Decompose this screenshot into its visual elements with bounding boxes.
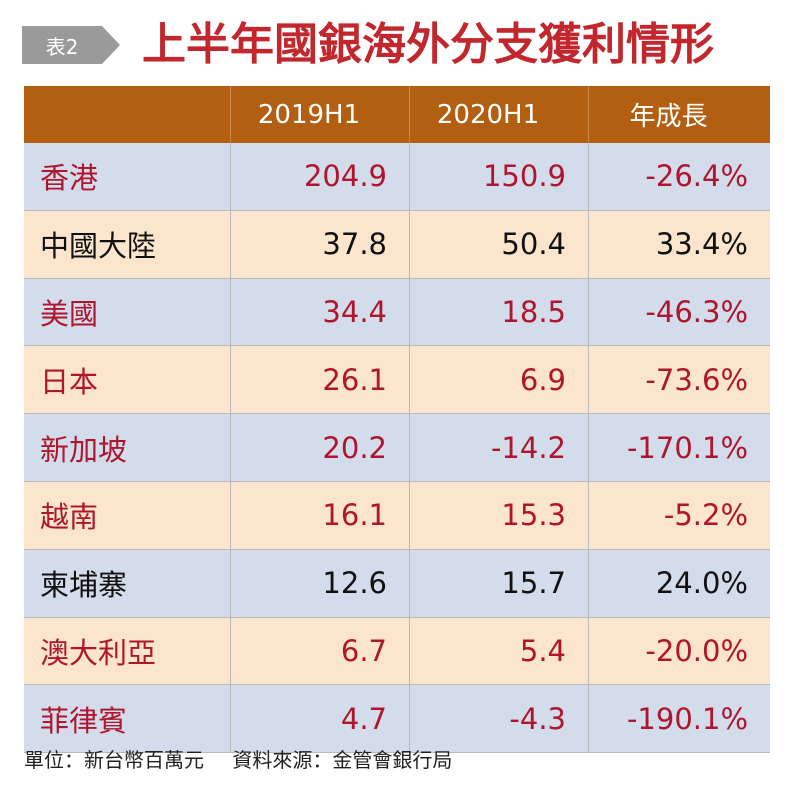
column-header-2020h1: 2020H1 <box>409 86 588 143</box>
column-header-region <box>24 86 230 143</box>
growth-cell: -170.1% <box>588 414 770 481</box>
growth-cell: -46.3% <box>588 278 770 346</box>
value-2020h1-cell: 150.9 <box>409 143 588 210</box>
value-2020h1-cell: -14.2 <box>409 414 588 481</box>
data-table: 2019H1 2020H1 年成長 香港 204.9 150.9 -26.4% 中國大陸… <box>24 86 770 754</box>
region-cell: 中國大陸 <box>40 229 157 264</box>
region-cell: 澳大利亞 <box>40 635 157 670</box>
value-2019h1-cell: 204.9 <box>230 143 409 210</box>
growth-cell: -20.0% <box>588 617 770 685</box>
value-2019h1-cell: 26.1 <box>230 346 409 414</box>
value-2020h1-cell: 6.9 <box>409 346 588 414</box>
growth-cell: 33.4% <box>588 210 770 278</box>
chart-title: 上半年國銀海外分支獲利情形 <box>142 19 714 70</box>
region-cell: 柬埔寨 <box>40 568 128 603</box>
value-2020h1-cell: 5.4 <box>409 617 588 685</box>
table-number-tag: 表2 <box>22 26 102 64</box>
table-row: 日本 26.1 6.9 -73.6% <box>24 346 770 415</box>
value-2020h1-cell: 50.4 <box>409 210 588 278</box>
table-row: 越南 16.1 15.3 -5.2% <box>24 481 770 550</box>
chart-footer: 單位：新台幣百萬元 資料來源：金管會銀行局 <box>24 744 452 773</box>
value-2020h1-cell: 15.3 <box>409 481 588 549</box>
table-row: 菲律賓 4.7 -4.3 -190.1% <box>24 685 770 754</box>
table-row: 中國大陸 37.8 50.4 33.4% <box>24 210 770 279</box>
value-2019h1-cell: 20.2 <box>230 414 409 481</box>
value-2019h1-cell: 37.8 <box>230 210 409 278</box>
growth-cell: -5.2% <box>588 481 770 549</box>
growth-cell: -190.1% <box>588 685 770 753</box>
column-header-growth: 年成長 <box>588 86 770 143</box>
tag-arrow-icon <box>102 26 120 64</box>
value-2019h1-cell: 12.6 <box>230 549 409 617</box>
region-cell: 香港 <box>40 161 99 196</box>
table-row: 美國 34.4 18.5 -46.3% <box>24 278 770 347</box>
value-2020h1-cell: 18.5 <box>409 278 588 346</box>
value-2019h1-cell: 4.7 <box>230 685 409 753</box>
region-cell: 美國 <box>40 296 99 331</box>
region-cell: 日本 <box>40 364 99 399</box>
table-row: 澳大利亞 6.7 5.4 -20.0% <box>24 617 770 686</box>
value-2020h1-cell: 15.7 <box>409 549 588 617</box>
column-header-2019h1: 2019H1 <box>230 86 409 143</box>
unit-note: 單位：新台幣百萬元 <box>24 748 204 772</box>
table-header-row: 2019H1 2020H1 年成長 <box>24 86 770 143</box>
value-2020h1-cell: -4.3 <box>409 685 588 753</box>
region-cell: 新加坡 <box>40 432 128 467</box>
value-2019h1-cell: 16.1 <box>230 481 409 549</box>
growth-cell: -26.4% <box>588 143 770 210</box>
table-row: 新加坡 20.2 -14.2 -170.1% <box>24 414 770 482</box>
value-2019h1-cell: 6.7 <box>230 617 409 685</box>
region-cell: 菲律賓 <box>40 703 128 738</box>
source-note: 資料來源：金管會銀行局 <box>232 748 453 772</box>
growth-cell: 24.0% <box>588 549 770 617</box>
growth-cell: -73.6% <box>588 346 770 414</box>
table-row: 柬埔寨 12.6 15.7 24.0% <box>24 549 770 618</box>
table-row: 香港 204.9 150.9 -26.4% <box>24 143 770 211</box>
value-2019h1-cell: 34.4 <box>230 278 409 346</box>
chart-header: 表2 上半年國銀海外分支獲利情形 <box>0 0 792 86</box>
region-cell: 越南 <box>40 500 99 535</box>
